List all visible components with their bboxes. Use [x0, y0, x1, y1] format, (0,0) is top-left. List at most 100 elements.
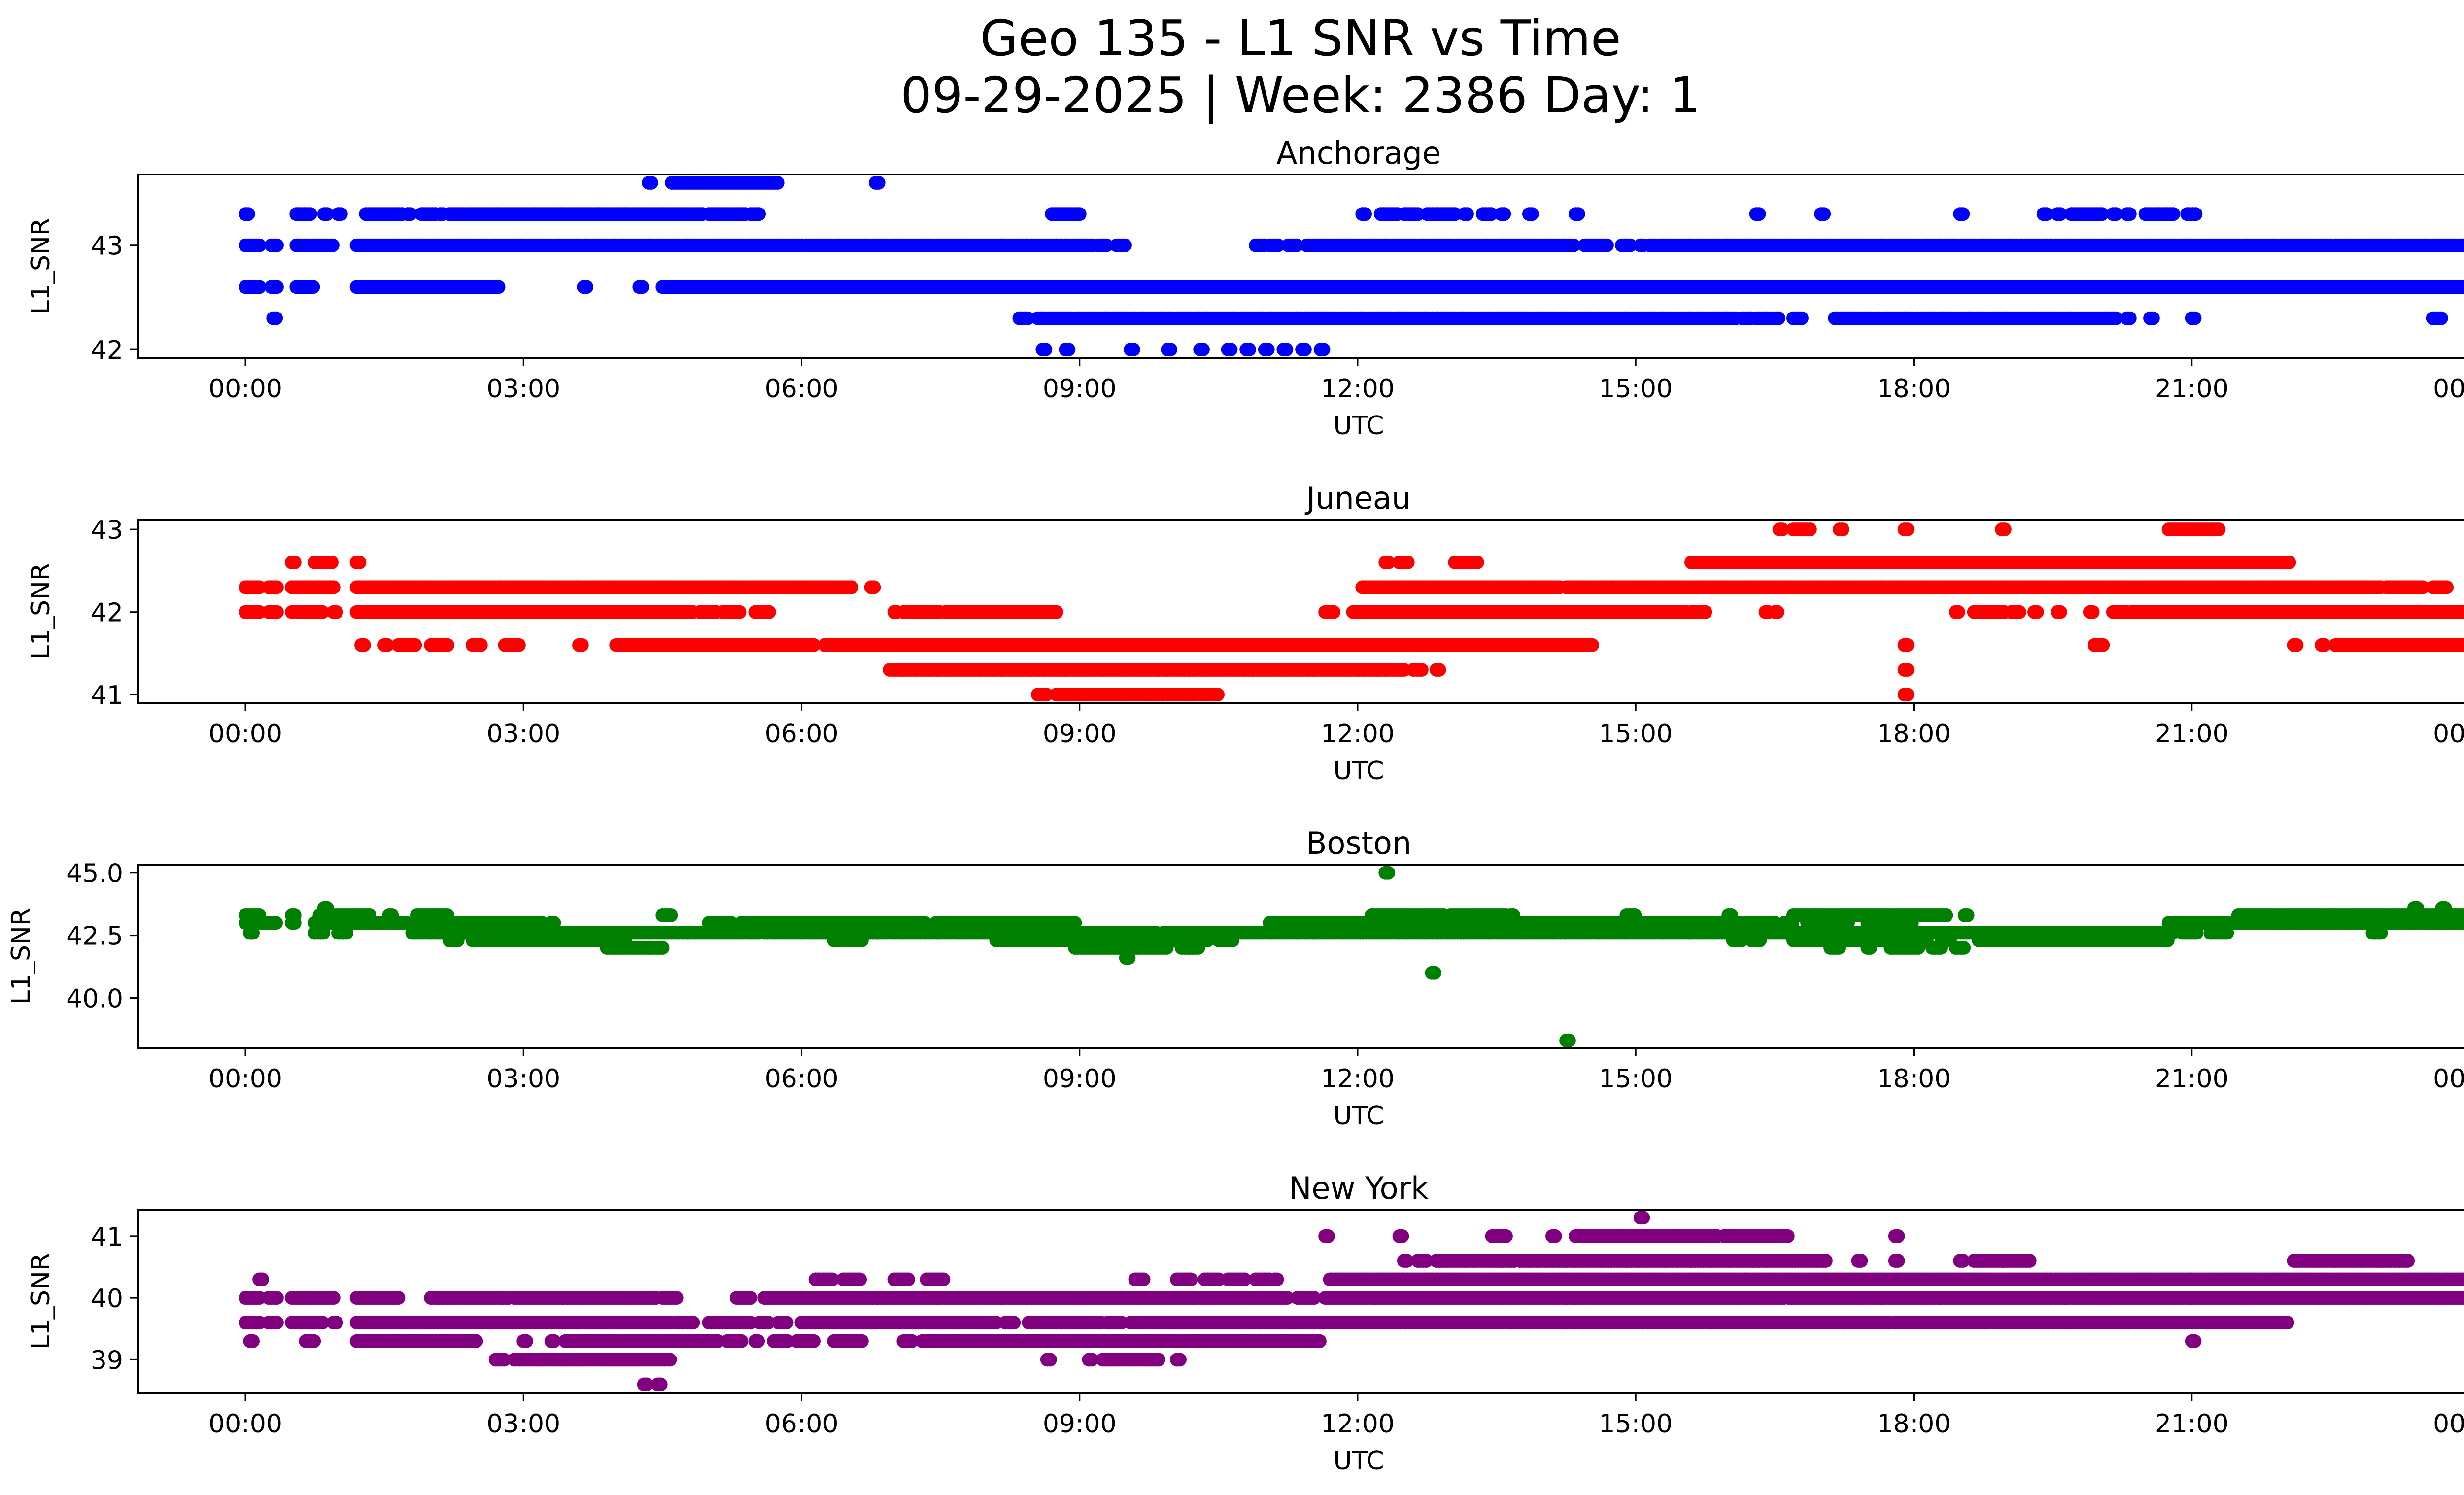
data-point [2188, 311, 2202, 325]
data-point [1900, 663, 1915, 677]
data-point [352, 556, 367, 570]
data-point [1775, 522, 1789, 537]
data-point [303, 207, 317, 221]
y-tick-label: 43 [91, 232, 123, 261]
data-point [1126, 343, 1140, 357]
data-point [2282, 556, 2296, 570]
data-point [1803, 522, 1817, 537]
data-point [270, 238, 284, 252]
data-point [1196, 343, 1210, 357]
data-point [1072, 207, 1087, 221]
data-point [1164, 343, 1178, 357]
y-tick-label: 41 [91, 681, 123, 710]
data-point [1567, 238, 1581, 252]
x-tick-label: 21:00 [2155, 374, 2229, 404]
data-point [732, 605, 747, 619]
data-point [403, 207, 417, 221]
data-point [1049, 605, 1063, 619]
data-point [512, 638, 526, 652]
data-point [1951, 605, 1965, 619]
data-point [269, 311, 283, 325]
data-point [324, 556, 339, 570]
data-point [1956, 207, 1970, 221]
axes-frame [137, 174, 2464, 359]
data-point [807, 638, 821, 652]
data-point [325, 238, 340, 252]
data-point [2122, 207, 2137, 221]
data-point [1460, 207, 1474, 221]
data-point [1099, 238, 1114, 252]
data-point [2317, 638, 2331, 652]
data-point [2096, 638, 2110, 652]
data-point [1752, 207, 1766, 221]
data-point [269, 916, 283, 930]
data-point [329, 605, 343, 619]
data-point [2438, 901, 2452, 915]
data-point [491, 280, 506, 294]
data-point [1771, 605, 1784, 619]
data-point [380, 638, 394, 652]
data-point [2122, 311, 2137, 325]
data-point [1571, 207, 1585, 221]
x-tick-label: 09:00 [1043, 374, 1117, 404]
data-point [1794, 311, 1809, 325]
data-point [270, 580, 284, 594]
data-point [1484, 207, 1498, 221]
x-axis-label: UTC [1333, 756, 1384, 786]
subplot-title: Juneau [1304, 480, 1411, 516]
x-tick-label: 15:00 [1599, 719, 1673, 749]
data-point [270, 280, 284, 294]
chart-title: Geo 135 - L1 SNR vs Time [980, 9, 1621, 67]
data-point [1038, 343, 1053, 357]
data-point [1289, 238, 1303, 252]
data-point [1900, 638, 1915, 652]
data-points [239, 175, 2464, 357]
x-tick-label: 09:00 [1043, 719, 1117, 749]
data-point [2290, 638, 2304, 652]
data-point [306, 280, 320, 294]
data-point [334, 207, 348, 221]
data-point [1600, 238, 1614, 252]
data-point [575, 638, 589, 652]
data-point [2440, 580, 2454, 594]
data-point [315, 605, 330, 619]
data-point [270, 605, 284, 619]
data-point [1900, 688, 1915, 702]
data-point [2086, 605, 2100, 619]
data-point [580, 280, 594, 294]
data-point [1817, 207, 1831, 221]
data-point [1271, 238, 1285, 252]
data-point [1432, 663, 1446, 677]
data-point [2434, 311, 2448, 325]
data-point [2459, 239, 2464, 252]
data-point [357, 638, 371, 652]
data-point [252, 238, 267, 252]
data-point [1960, 908, 1975, 922]
data-point [2095, 207, 2109, 221]
data-point [2146, 311, 2160, 325]
data-point [408, 638, 422, 652]
data-point [2456, 638, 2464, 652]
subplot-title: Anchorage [1276, 135, 1441, 171]
data-point [845, 580, 859, 594]
data-point [1623, 238, 1637, 252]
x-tick-label: 03:00 [486, 719, 560, 749]
data-point [441, 638, 454, 652]
data-point [2030, 605, 2044, 619]
data-point [1224, 343, 1238, 357]
data-point [1414, 663, 1429, 677]
x-tick-label: 18:00 [1877, 374, 1951, 404]
data-point [2039, 207, 2053, 221]
data-point [635, 280, 649, 294]
x-tick-label: 21:00 [2155, 719, 2229, 749]
x-tick-label: 00:00 [2433, 374, 2464, 404]
data-point [1358, 207, 1372, 221]
chart-subtitle: 09-29-2025 | Week: 2386 Day: 1 [900, 67, 1700, 124]
data-point [1497, 207, 1511, 221]
data-point [762, 605, 776, 619]
subplot-title: Boston [1306, 825, 1411, 861]
